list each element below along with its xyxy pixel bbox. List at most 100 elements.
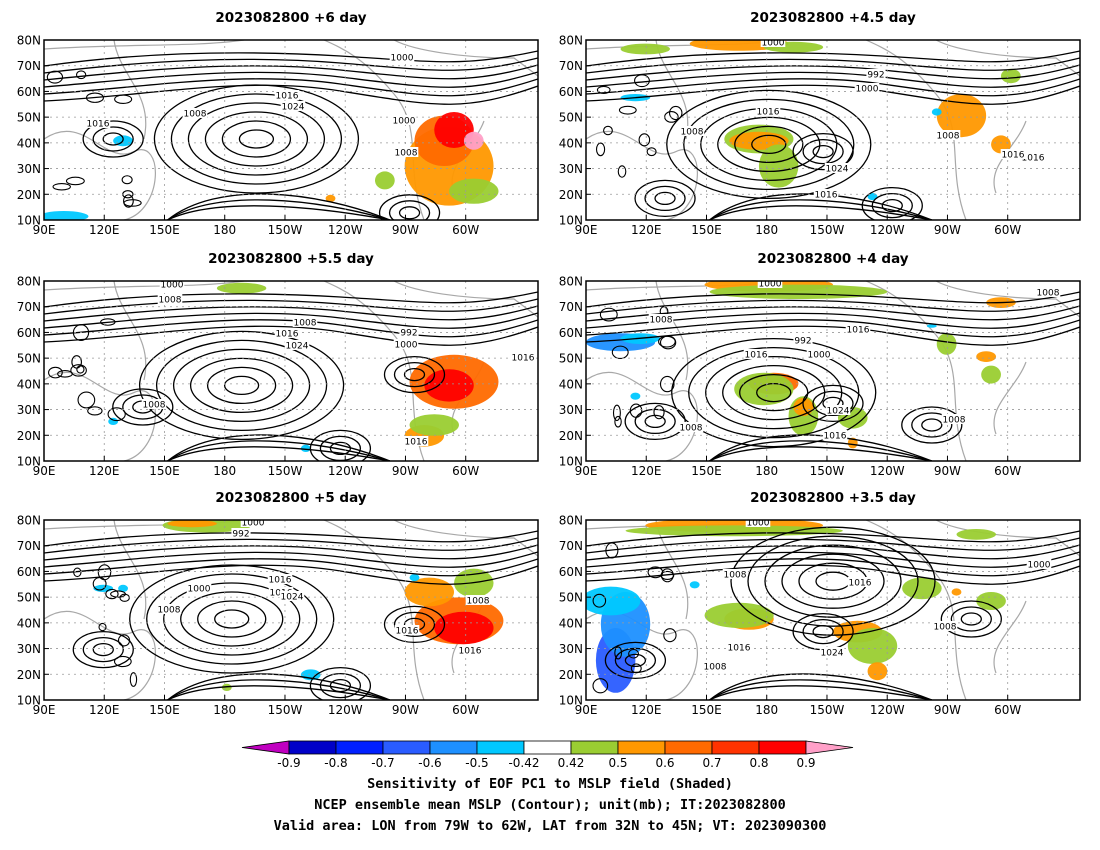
contour-label-bg xyxy=(845,324,871,334)
contour-label: 1024 xyxy=(821,649,844,659)
mslp-contour xyxy=(197,600,267,638)
mslp-contour xyxy=(709,199,932,220)
mslp-contour xyxy=(172,348,311,423)
mslp-contour xyxy=(77,391,96,409)
mslp-contour xyxy=(44,544,538,561)
mslp-contour xyxy=(163,582,301,656)
contour-label: 1024 xyxy=(286,342,309,352)
contour-label-bg xyxy=(156,604,182,614)
colorbar-label: -0.9 xyxy=(277,756,300,770)
caption-valid-area: Valid area: LON from 79W to 62W, LAT fro… xyxy=(273,818,827,834)
colorbar-label: 0.8 xyxy=(749,756,768,770)
coastline xyxy=(935,40,1080,77)
y-tick-label: 50N xyxy=(559,111,583,125)
contour-label: 1016 xyxy=(459,647,482,657)
y-tick-label: 40N xyxy=(17,136,41,150)
sensitivity-shade xyxy=(936,94,987,138)
x-tick-label: 120E xyxy=(631,703,662,717)
y-tick-label: 60N xyxy=(17,326,41,340)
x-tick-label: 60W xyxy=(452,223,479,237)
sensitivity-shade xyxy=(434,611,494,645)
y-tick-label: 10N xyxy=(559,455,583,469)
contour-label-bg xyxy=(280,101,306,111)
coastline xyxy=(993,361,1027,435)
mslp-contour xyxy=(586,291,1080,308)
mslp-contour xyxy=(792,132,854,171)
contour-label-bg xyxy=(240,520,266,527)
y-tick-label: 30N xyxy=(559,162,583,176)
colorbar-swatch xyxy=(570,740,619,755)
mslp-contour xyxy=(105,588,119,600)
mslp-contour xyxy=(901,406,963,444)
contour-label-bg xyxy=(825,405,851,415)
y-tick-label: 80N xyxy=(17,275,41,289)
contour-label-bg xyxy=(678,422,704,432)
mslp-contour xyxy=(138,330,345,441)
contour-label: 1016 xyxy=(757,108,780,118)
contour-label: 1016 xyxy=(847,326,870,336)
x-tick-label: 90W xyxy=(934,464,961,478)
coastline xyxy=(393,40,538,77)
contour-label: 1016 xyxy=(87,120,110,130)
sensitivity-shade xyxy=(758,144,799,188)
mslp-contour xyxy=(586,537,1080,554)
sensitivity-shade xyxy=(704,602,774,628)
contour-label: 1008 xyxy=(680,424,703,434)
y-tick-label: 80N xyxy=(559,34,583,48)
mslp-contour xyxy=(82,636,124,663)
contour-label: 1008 xyxy=(681,128,704,138)
mslp-contour xyxy=(82,120,144,158)
x-tick-label: 120W xyxy=(328,223,363,237)
mslp-contour xyxy=(781,553,885,609)
mslp-contour xyxy=(167,193,391,220)
mslp-contour xyxy=(586,319,1080,338)
contour-label-bg xyxy=(1020,152,1046,162)
contour-label: 992 xyxy=(232,530,249,540)
contour-label-bg xyxy=(141,399,167,409)
x-tick-label: 60W xyxy=(452,464,479,478)
colorbar-swatch xyxy=(711,740,760,755)
colorbar-swatch xyxy=(617,740,666,755)
contour-label-bg xyxy=(760,40,786,47)
y-tick-label: 30N xyxy=(559,403,583,417)
x-tick-label: 150W xyxy=(268,464,303,478)
mslp-contour xyxy=(586,57,1080,74)
contour-label: 1008 xyxy=(704,663,727,673)
colorbar-label: -0.42 xyxy=(508,756,539,770)
sensitivity-shade xyxy=(936,333,957,355)
contour-label-bg xyxy=(182,108,208,118)
sensitivity-shade xyxy=(625,525,843,537)
mslp-contour xyxy=(102,132,124,146)
x-tick-label: 90W xyxy=(934,703,961,717)
contour-label: 1008 xyxy=(294,319,317,329)
contour-label: 1000 xyxy=(395,341,418,351)
contour-label-bg xyxy=(932,621,958,631)
mslp-contour xyxy=(764,544,902,618)
colorbar-label: -0.8 xyxy=(324,756,347,770)
mslp-contour xyxy=(630,663,642,674)
mslp-contour xyxy=(709,679,932,700)
x-tick-label: 180 xyxy=(755,703,778,717)
x-tick-label: 90E xyxy=(575,223,598,237)
panel-title: 2023082800 +4.5 day xyxy=(750,10,916,26)
x-tick-label: 150W xyxy=(268,703,303,717)
mslp-contour xyxy=(592,593,607,608)
contour-label-bg xyxy=(457,645,483,655)
contour-label-bg xyxy=(399,327,419,337)
contour-label: 1008 xyxy=(143,401,166,411)
mslp-contour xyxy=(586,551,1080,568)
contour-label-bg xyxy=(85,118,111,128)
mslp-contour xyxy=(403,367,426,382)
x-tick-label: 120W xyxy=(870,223,905,237)
mslp-contour xyxy=(614,646,623,660)
panel-title: 2023082800 +5 day xyxy=(215,490,366,506)
mslp-contour xyxy=(44,537,538,554)
y-tick-label: 30N xyxy=(17,162,41,176)
sensitivity-shade xyxy=(463,131,484,150)
contour-label-bg xyxy=(465,595,491,605)
colorbar-label: 0.6 xyxy=(655,756,674,770)
mslp-contour xyxy=(146,573,318,665)
mslp-contour xyxy=(629,403,643,418)
sensitivity-shade xyxy=(44,211,89,220)
contour-label: 1000 xyxy=(856,85,879,95)
